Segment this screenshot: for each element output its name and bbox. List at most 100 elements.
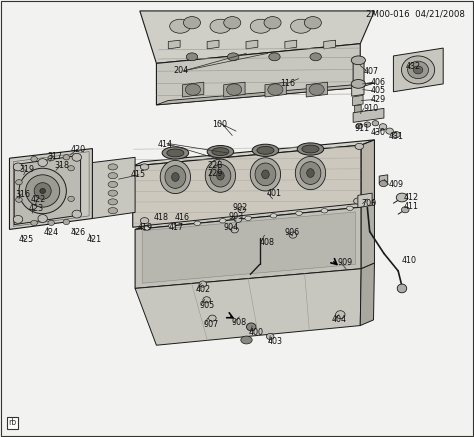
Text: 401: 401 — [266, 189, 282, 198]
Polygon shape — [156, 83, 374, 105]
Polygon shape — [360, 263, 374, 326]
Text: 432: 432 — [405, 62, 420, 71]
Ellipse shape — [183, 17, 201, 29]
Text: 431: 431 — [389, 132, 404, 141]
Polygon shape — [156, 44, 360, 105]
Text: 319: 319 — [20, 165, 35, 174]
Ellipse shape — [199, 281, 207, 287]
Ellipse shape — [257, 146, 274, 154]
Text: 409: 409 — [389, 180, 404, 189]
Text: 700: 700 — [361, 199, 376, 208]
Ellipse shape — [63, 219, 70, 225]
Text: 908: 908 — [231, 318, 246, 327]
Text: 906: 906 — [284, 228, 300, 237]
Text: 407: 407 — [364, 67, 379, 76]
Ellipse shape — [72, 210, 82, 218]
Ellipse shape — [34, 183, 51, 199]
Text: 911: 911 — [355, 124, 370, 133]
Text: 405: 405 — [371, 87, 386, 95]
Ellipse shape — [108, 199, 118, 205]
Ellipse shape — [13, 215, 23, 223]
Text: 400: 400 — [249, 328, 264, 336]
Ellipse shape — [250, 19, 271, 33]
Polygon shape — [224, 82, 245, 97]
Ellipse shape — [219, 218, 226, 223]
Text: 910: 910 — [363, 104, 378, 113]
Ellipse shape — [346, 206, 353, 211]
Ellipse shape — [171, 182, 180, 188]
Ellipse shape — [108, 164, 118, 170]
Ellipse shape — [296, 211, 302, 215]
Ellipse shape — [160, 160, 191, 194]
Ellipse shape — [13, 163, 23, 171]
Ellipse shape — [216, 165, 225, 171]
Text: 909: 909 — [337, 258, 353, 267]
Text: 421: 421 — [86, 235, 101, 244]
Ellipse shape — [300, 162, 321, 184]
Ellipse shape — [262, 170, 269, 179]
Ellipse shape — [372, 121, 379, 126]
Ellipse shape — [186, 53, 198, 61]
Polygon shape — [353, 95, 363, 106]
Text: 424: 424 — [44, 228, 59, 237]
Ellipse shape — [401, 207, 409, 213]
Ellipse shape — [205, 159, 236, 192]
Ellipse shape — [207, 146, 234, 158]
Text: 408: 408 — [260, 238, 275, 246]
Ellipse shape — [266, 333, 274, 340]
Ellipse shape — [261, 179, 270, 185]
Polygon shape — [361, 202, 374, 269]
Text: 907: 907 — [204, 320, 219, 329]
Ellipse shape — [234, 216, 242, 222]
Ellipse shape — [169, 224, 175, 228]
Text: 415: 415 — [130, 170, 146, 179]
Text: 418: 418 — [154, 213, 169, 222]
Ellipse shape — [396, 193, 408, 202]
Ellipse shape — [31, 156, 37, 162]
Ellipse shape — [48, 220, 55, 225]
Polygon shape — [133, 140, 374, 166]
Polygon shape — [168, 40, 180, 49]
Text: 318: 318 — [55, 161, 70, 170]
Text: 402: 402 — [195, 285, 210, 294]
Text: 204: 204 — [173, 66, 188, 75]
Text: 229: 229 — [208, 169, 223, 177]
Ellipse shape — [68, 196, 74, 201]
Text: 404: 404 — [332, 316, 347, 324]
Ellipse shape — [309, 84, 324, 95]
Ellipse shape — [72, 153, 82, 161]
Text: 902: 902 — [232, 203, 247, 212]
Polygon shape — [182, 82, 204, 97]
Polygon shape — [355, 105, 361, 114]
Polygon shape — [246, 40, 258, 49]
Ellipse shape — [162, 147, 189, 159]
Polygon shape — [92, 157, 135, 218]
Ellipse shape — [307, 169, 314, 177]
Polygon shape — [353, 108, 384, 122]
Polygon shape — [324, 40, 336, 49]
Ellipse shape — [210, 19, 231, 33]
Polygon shape — [9, 149, 92, 229]
Ellipse shape — [310, 53, 321, 61]
Polygon shape — [285, 40, 297, 49]
Text: 414: 414 — [157, 140, 173, 149]
Ellipse shape — [185, 84, 201, 95]
Ellipse shape — [241, 336, 252, 344]
Ellipse shape — [16, 197, 22, 202]
Polygon shape — [142, 212, 356, 283]
Ellipse shape — [397, 284, 407, 293]
Ellipse shape — [217, 171, 224, 180]
Ellipse shape — [413, 66, 423, 74]
Ellipse shape — [379, 180, 388, 187]
Ellipse shape — [291, 19, 311, 33]
Ellipse shape — [306, 162, 315, 168]
Polygon shape — [358, 193, 372, 208]
Ellipse shape — [264, 17, 281, 29]
Ellipse shape — [167, 149, 184, 157]
Polygon shape — [140, 11, 374, 63]
Text: 420: 420 — [70, 145, 85, 154]
Ellipse shape — [295, 156, 326, 190]
Ellipse shape — [364, 122, 371, 127]
Ellipse shape — [252, 144, 279, 156]
Ellipse shape — [40, 188, 46, 194]
